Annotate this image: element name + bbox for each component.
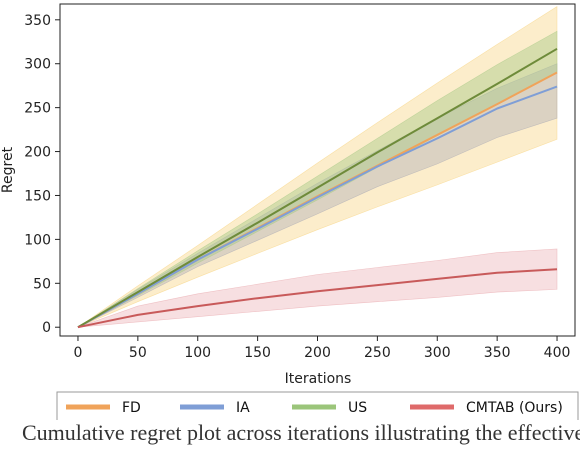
y-tick-label: 200	[24, 145, 51, 161]
legend-label-fd: FD	[122, 400, 141, 416]
y-axis-label: Regret	[0, 146, 16, 193]
legend-label-ia: IA	[236, 400, 250, 416]
x-tick-label: 350	[484, 345, 511, 361]
line-ia	[77, 85, 558, 329]
x-tick-label: 0	[74, 345, 83, 361]
legend: FD IA US CMTAB (Ours)	[56, 391, 579, 420]
y-tick-label: 300	[24, 57, 51, 73]
y-axis-ticks: 0 50 100 150 200 250 300 350	[24, 13, 60, 336]
y-tick-label: 100	[24, 232, 51, 248]
y-tick-label: 250	[24, 101, 51, 117]
x-tick-label: 400	[544, 345, 571, 361]
y-tick-label: 150	[24, 188, 51, 204]
x-tick-label: 50	[129, 345, 147, 361]
legend-label-us: US	[348, 400, 367, 416]
legend-label-cmtab-ours: CMTAB (Ours)	[466, 400, 563, 416]
series-lines	[77, 47, 558, 329]
line-us	[77, 47, 558, 329]
band-us	[77, 30, 558, 328]
x-tick-label: 150	[244, 345, 271, 361]
regret-chart: 0 50 100 150 200 250 300 350 400 0 50 100 150 200 250…	[0, 3, 579, 420]
y-tick-label: 350	[24, 13, 51, 29]
x-tick-label: 250	[364, 345, 391, 361]
x-tick-label: 300	[424, 345, 451, 361]
x-axis-label: Iterations	[285, 371, 352, 387]
y-tick-label: 0	[42, 320, 51, 336]
line-cmtab-ours	[77, 268, 558, 329]
x-tick-label: 200	[304, 345, 331, 361]
x-tick-label: 100	[184, 345, 211, 361]
x-axis-ticks: 0 50 100 150 200 250 300 350 400	[74, 336, 571, 361]
caption-text: Cumulative regret plot across iterations…	[22, 420, 580, 445]
y-tick-label: 50	[33, 276, 51, 292]
